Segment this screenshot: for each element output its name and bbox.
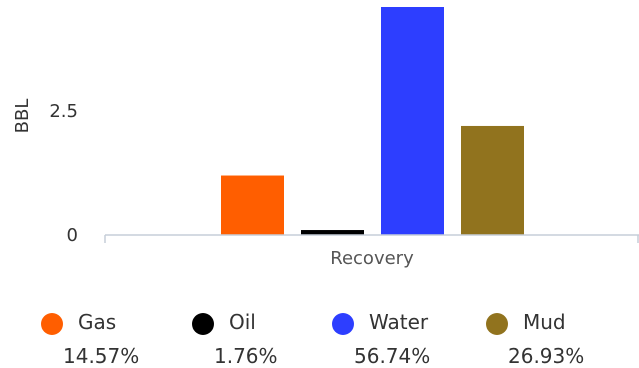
- legend-series-percent: 56.74%: [354, 344, 431, 368]
- legend-color-dot: [486, 313, 508, 335]
- y-axis-label: BBL: [12, 99, 33, 134]
- legend-series-name: Gas: [78, 310, 117, 334]
- y-tick-label: 2.5: [49, 101, 78, 122]
- legend-series-name: Mud: [523, 310, 566, 334]
- bar-gas[interactable]: [221, 175, 284, 235]
- bar-water[interactable]: [381, 7, 444, 235]
- legend-item-mud[interactable]: Mud 26.93%: [486, 305, 636, 368]
- legend-series-percent: 26.93%: [508, 344, 585, 368]
- y-tick-label: 0: [67, 225, 78, 246]
- bar-series: [221, 7, 524, 235]
- x-category-label: Recovery: [330, 248, 414, 269]
- legend-color-dot: [332, 313, 354, 335]
- chart-legend: Gas 14.57% Oil 1.76% Water 56.74% Mud 26.93%: [0, 305, 639, 368]
- legend-color-dot: [41, 313, 63, 335]
- legend-series-percent: 1.76%: [214, 344, 278, 368]
- legend-series-name: Water: [369, 310, 429, 334]
- legend-color-dot: [192, 313, 214, 335]
- legend-series-percent: 14.57%: [63, 344, 140, 368]
- bar-chart: 02.5 BBL Recovery: [12, 7, 639, 269]
- bar-mud[interactable]: [461, 125, 524, 235]
- bar-oil[interactable]: [301, 230, 364, 235]
- x-axis-ticks: Recovery: [330, 248, 414, 269]
- legend-item-oil[interactable]: Oil 1.76%: [192, 305, 342, 368]
- legend-series-name: Oil: [229, 310, 256, 334]
- legend-item-water[interactable]: Water 56.74%: [332, 305, 482, 368]
- y-axis-ticks: 02.5: [49, 101, 78, 246]
- legend-item-gas[interactable]: Gas 14.57%: [41, 305, 191, 368]
